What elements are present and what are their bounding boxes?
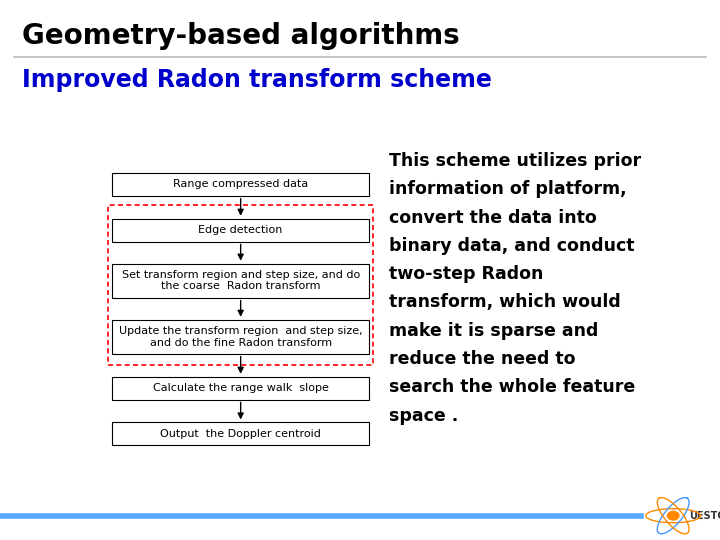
Text: Improved Radon transform scheme: Improved Radon transform scheme bbox=[22, 68, 492, 91]
Text: search the whole feature: search the whole feature bbox=[389, 379, 635, 396]
Text: two-step Radon: two-step Radon bbox=[389, 265, 543, 283]
Text: binary data, and conduct: binary data, and conduct bbox=[389, 237, 634, 255]
Text: Update the transform region  and step size,
and do the fine Radon transform: Update the transform region and step siz… bbox=[119, 326, 362, 348]
Text: space .: space . bbox=[389, 407, 458, 424]
Text: convert the data into: convert the data into bbox=[389, 208, 596, 227]
Text: Calculate the range walk  slope: Calculate the range walk slope bbox=[153, 383, 328, 393]
Text: Output  the Doppler centroid: Output the Doppler centroid bbox=[161, 429, 321, 439]
FancyBboxPatch shape bbox=[112, 320, 369, 354]
Text: Set transform region and step size, and do
the coarse  Radon transform: Set transform region and step size, and … bbox=[122, 270, 360, 292]
Text: This scheme utilizes prior: This scheme utilizes prior bbox=[389, 152, 641, 170]
FancyBboxPatch shape bbox=[112, 377, 369, 400]
FancyBboxPatch shape bbox=[112, 422, 369, 446]
Text: Geometry-based algorithms: Geometry-based algorithms bbox=[22, 22, 459, 50]
FancyBboxPatch shape bbox=[112, 264, 369, 298]
FancyBboxPatch shape bbox=[112, 173, 369, 196]
Text: Edge detection: Edge detection bbox=[199, 225, 283, 235]
Text: Range compressed data: Range compressed data bbox=[173, 179, 308, 190]
Text: reduce the need to: reduce the need to bbox=[389, 350, 575, 368]
Text: UESTC: UESTC bbox=[689, 511, 720, 521]
Text: make it is sparse and: make it is sparse and bbox=[389, 322, 598, 340]
FancyBboxPatch shape bbox=[112, 219, 369, 241]
Text: transform, which would: transform, which would bbox=[389, 294, 621, 312]
Text: information of platform,: information of platform, bbox=[389, 180, 626, 198]
